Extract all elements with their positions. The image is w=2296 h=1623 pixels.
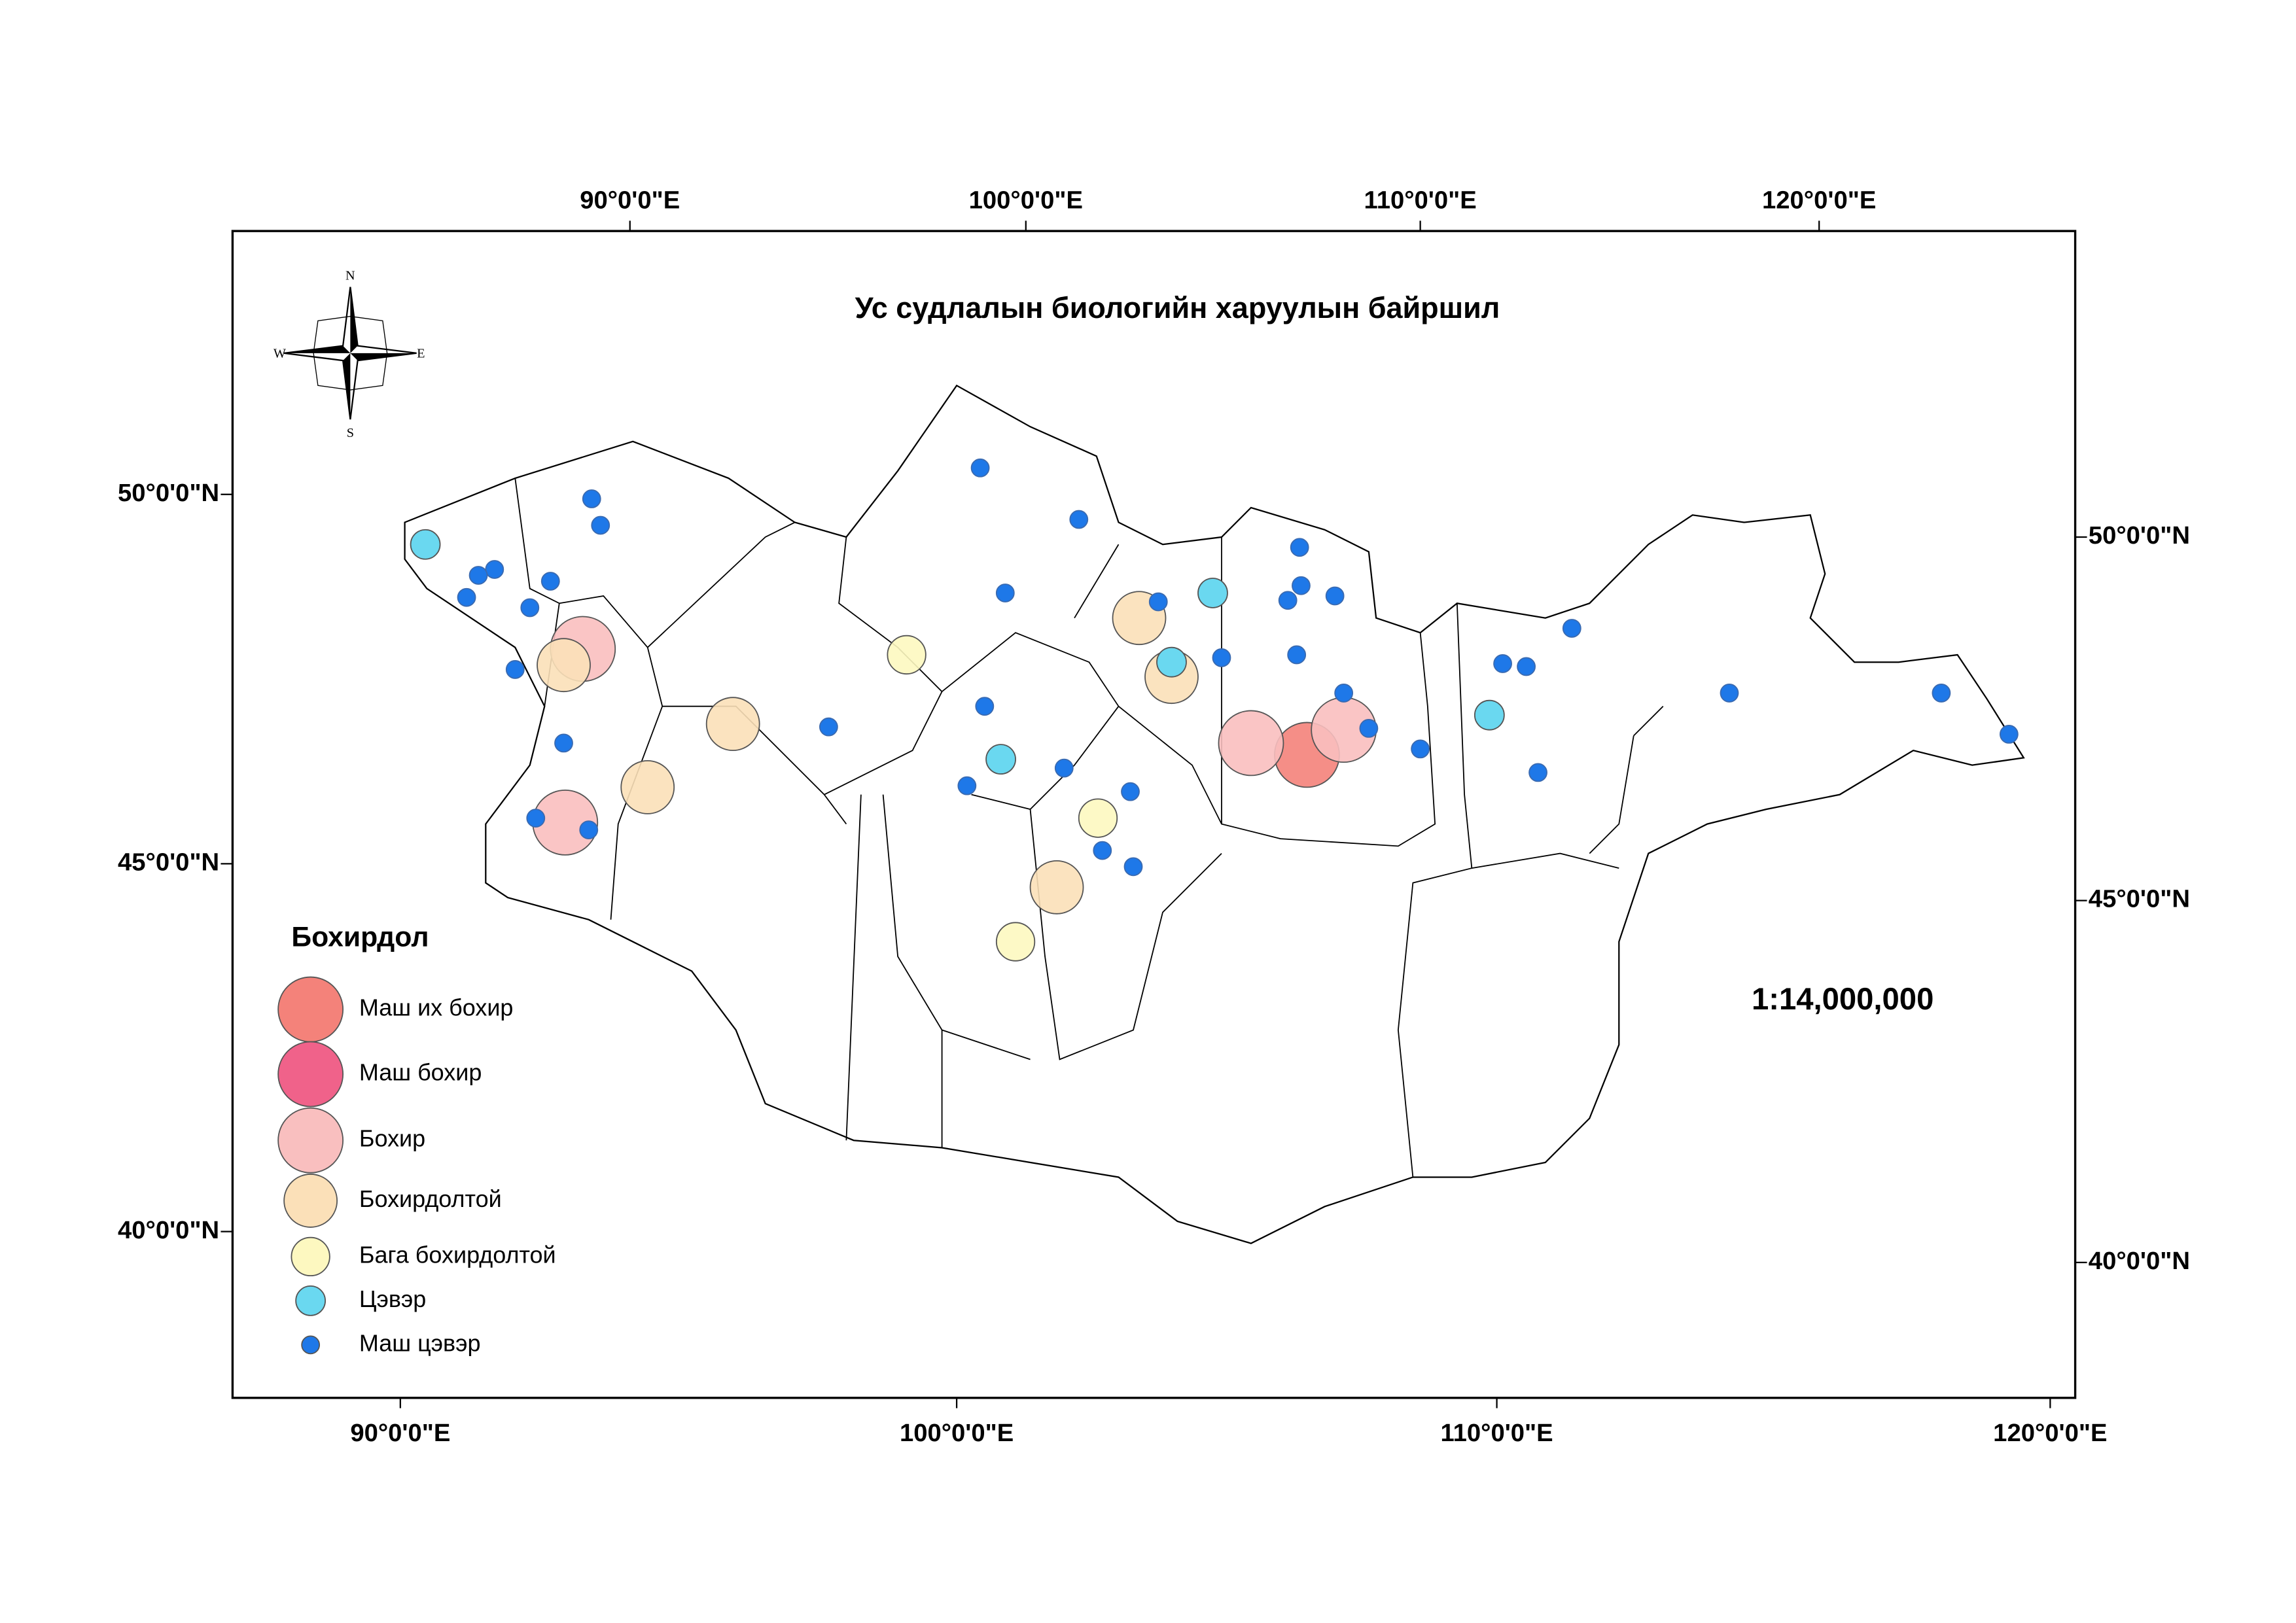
station-marker [1359, 719, 1379, 738]
station-marker [1528, 763, 1547, 782]
station-marker [1218, 710, 1284, 777]
station-marker [1325, 586, 1345, 606]
station-marker [1720, 684, 1739, 703]
station-marker [520, 598, 540, 618]
station-marker [1493, 654, 1512, 673]
station-marker [579, 820, 599, 840]
station-marker [1121, 782, 1140, 801]
legend-swatch [291, 1236, 330, 1277]
station-marker [705, 697, 760, 752]
station-marker [1278, 591, 1298, 610]
station-marker [1562, 619, 1581, 638]
graticule-label: 90°0'0"E [580, 186, 680, 214]
station-marker [995, 922, 1036, 962]
station-marker [540, 572, 560, 591]
station-marker [970, 458, 990, 478]
station-marker [1156, 646, 1187, 678]
station-marker [1334, 684, 1354, 703]
country-outline [404, 384, 2025, 1244]
station-marker [1054, 758, 1074, 778]
station-marker [457, 587, 476, 607]
station-marker [410, 529, 441, 560]
station-marker [975, 697, 995, 716]
map-title: Ус судлалын биологийн харуулын байршил [855, 291, 1500, 324]
station-marker [1197, 578, 1228, 608]
station-marker [591, 515, 610, 535]
graticule-label: 40°0'0"N [118, 1216, 219, 1244]
station-marker [995, 584, 1015, 602]
station-marker [620, 759, 675, 814]
graticule-label: 100°0'0"E [969, 186, 1083, 214]
graticule-label: 45°0'0"N [2089, 885, 2190, 913]
station-marker [1474, 699, 1505, 731]
graticule-label: 100°0'0"E [900, 1419, 1014, 1447]
legend-label: Маш бохир [359, 1059, 482, 1086]
legend-swatch [283, 1174, 338, 1228]
station-marker [1932, 684, 1951, 703]
station-marker [468, 566, 488, 585]
compass-w: W [274, 347, 287, 361]
station-marker [505, 660, 525, 679]
legend-swatch [277, 1107, 344, 1174]
legend-label: Бага бохирдолтой [359, 1241, 556, 1268]
compass-s: S [347, 426, 354, 440]
graticule-label: 50°0'0"N [2089, 521, 2190, 550]
graticule-label: 50°0'0"N [118, 479, 219, 507]
province-borders [514, 478, 1664, 1178]
station-marker [819, 717, 838, 737]
station-marker [1093, 841, 1112, 860]
graticule-label: 40°0'0"N [2089, 1247, 2190, 1275]
legend-swatch [295, 1285, 327, 1316]
graticule-label: 110°0'0"E [1441, 1419, 1553, 1447]
graticule-label: 120°0'0"E [1993, 1419, 2107, 1447]
station-marker [1290, 538, 1309, 557]
station-marker [1292, 576, 1311, 595]
compass-n: N [345, 268, 355, 283]
legend-label: Маш цэвэр [359, 1329, 481, 1356]
station-marker [1287, 645, 1307, 665]
station-marker [1123, 857, 1143, 877]
legend-swatch [277, 1041, 344, 1108]
legend-swatch [277, 976, 344, 1043]
graticule-label: 90°0'0"E [350, 1419, 450, 1447]
station-marker [957, 776, 977, 795]
station-marker [537, 638, 591, 693]
legend-label: Бохирдолтой [359, 1185, 502, 1212]
station-marker [1069, 510, 1089, 529]
compass-rose: N W E S [274, 268, 425, 440]
station-marker [1212, 648, 1231, 667]
graticule-label: 120°0'0"E [1762, 186, 1876, 214]
legend-label: Цэвэр [359, 1285, 426, 1312]
station-marker [985, 744, 1016, 775]
legend-label: Маш их бохир [359, 994, 514, 1021]
legend-title: Бохирдол [291, 921, 429, 952]
station-marker [582, 489, 601, 508]
station-marker [1999, 725, 2019, 744]
station-marker [526, 809, 546, 828]
compass-e: E [417, 347, 425, 361]
station-marker [554, 733, 573, 753]
scale-label: 1:14,000,000 [1752, 982, 1934, 1017]
station-marker [1411, 739, 1430, 759]
graticule-label: 45°0'0"N [118, 848, 219, 876]
station-marker [1517, 657, 1536, 676]
legend-swatch [301, 1335, 321, 1355]
graticule-label: 110°0'0"E [1364, 186, 1477, 214]
legend-label: Бохир [359, 1125, 425, 1152]
station-marker [485, 560, 504, 579]
station-marker [1078, 798, 1118, 838]
station-marker [887, 635, 927, 675]
station-marker [1148, 592, 1168, 612]
station-marker [1029, 860, 1084, 915]
